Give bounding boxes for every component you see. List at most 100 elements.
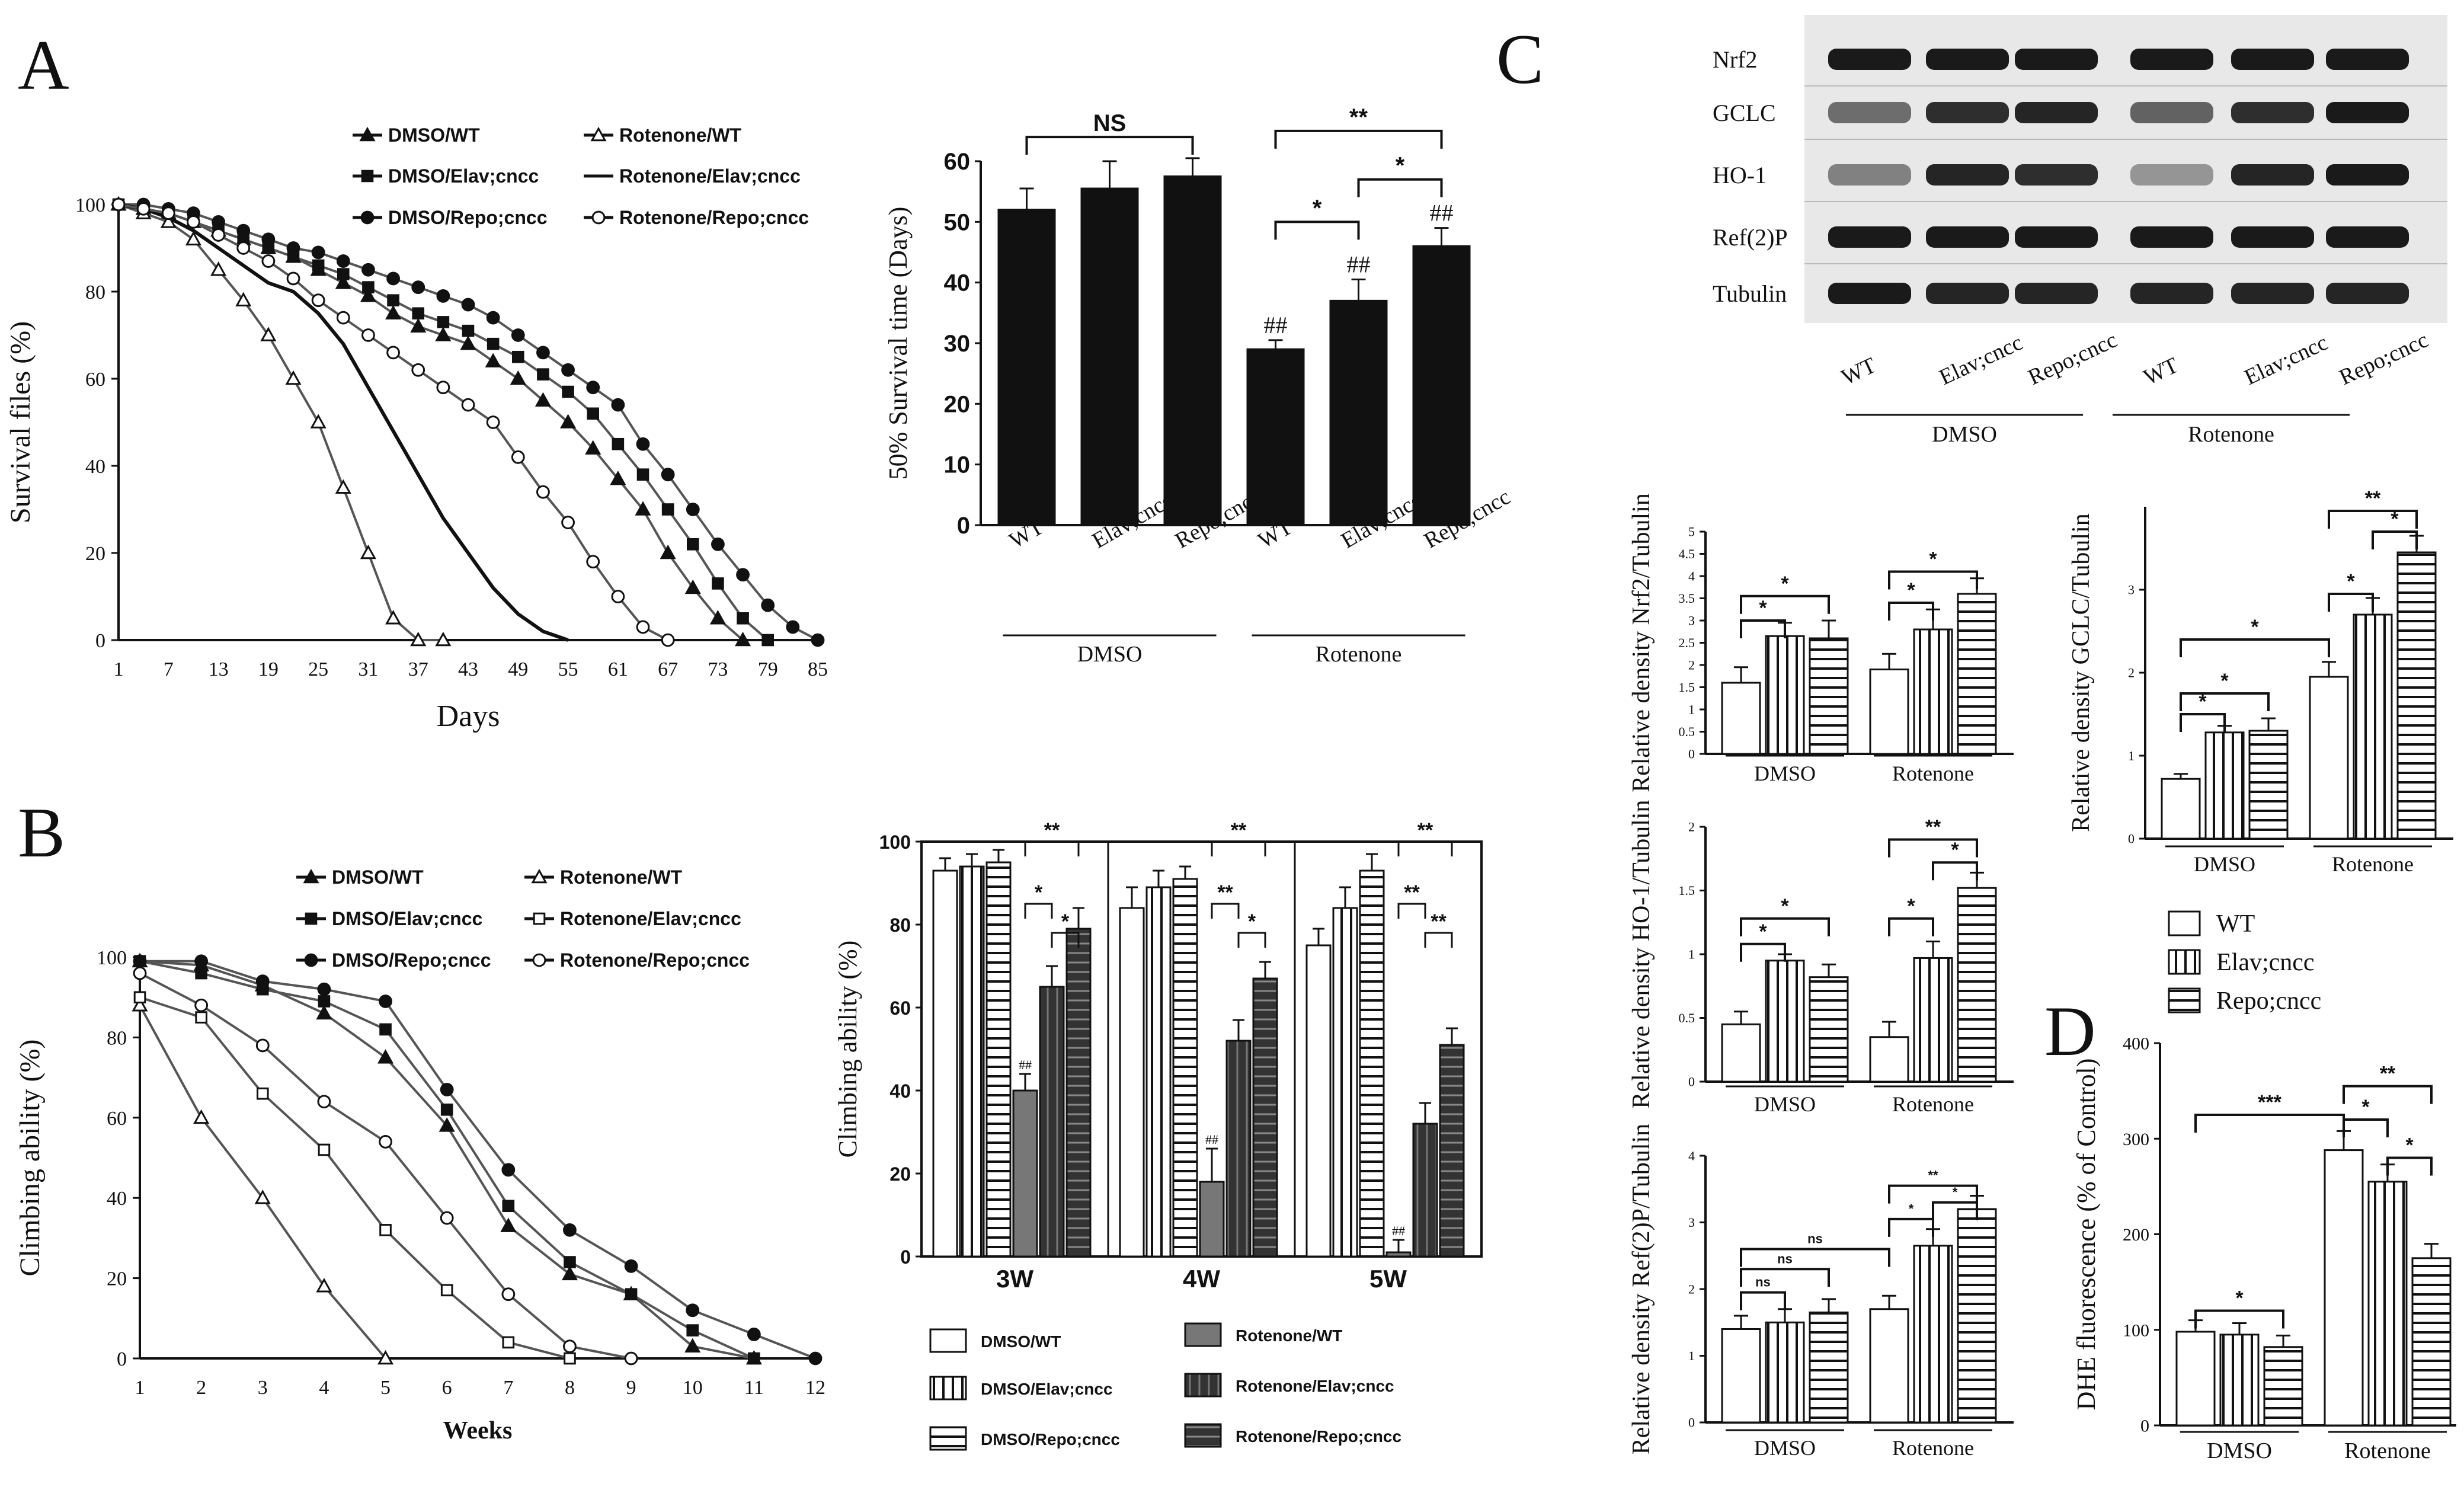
x-tick-label: 79 xyxy=(758,658,778,680)
bar xyxy=(1869,1308,1909,1424)
data-point xyxy=(440,1083,454,1096)
y-tick-label: 60 xyxy=(107,1108,127,1130)
y-axis-title: Survival files (%) xyxy=(5,321,36,523)
data-point xyxy=(437,316,450,328)
significance-bracket xyxy=(1025,136,1194,155)
legend-marker xyxy=(360,210,375,225)
data-point xyxy=(132,997,148,1012)
significance-bracket xyxy=(1740,619,1786,638)
legend-label: Rotenone/WT xyxy=(1236,1326,1342,1345)
bar xyxy=(1172,878,1198,1258)
legend-label: DMSO/WT xyxy=(332,866,424,888)
bar xyxy=(1359,869,1385,1258)
significance-mark: ** xyxy=(1404,881,1420,904)
blot-band xyxy=(1828,226,1911,248)
significance-bracket xyxy=(1740,1248,1890,1267)
x-tick-label: 13 xyxy=(209,658,229,680)
bar xyxy=(2175,1331,2216,1427)
bar xyxy=(1957,887,1997,1083)
bar-hash-label: ## xyxy=(1205,1132,1218,1147)
bar-hash-label: ## xyxy=(1347,251,1371,278)
group-label: DMSO xyxy=(2194,852,2255,876)
significance-bracket xyxy=(1211,903,1240,919)
data-point xyxy=(316,1278,332,1293)
significance-mark: * xyxy=(2251,616,2259,638)
group-label: Rotenone xyxy=(2332,852,2414,876)
significance-mark: ** xyxy=(1349,104,1368,130)
data-point xyxy=(439,1117,455,1132)
series-line xyxy=(118,203,569,642)
y-tick-label: 1 xyxy=(1688,1348,1695,1363)
significance-bracket xyxy=(1357,178,1443,197)
significance-bracket xyxy=(1740,1268,1830,1287)
data-point xyxy=(440,1211,454,1225)
x-tick-label: 43 xyxy=(458,658,478,680)
data-point xyxy=(161,206,175,220)
blot-row-label: GCLC xyxy=(1713,100,1776,126)
data-point xyxy=(761,598,775,612)
bar xyxy=(1809,976,1849,1083)
x-tick-label: 10 xyxy=(683,1377,703,1399)
significance-mark: ** xyxy=(1431,910,1447,933)
y-tick-label: 0 xyxy=(117,1348,127,1370)
bar xyxy=(1119,907,1145,1258)
bar xyxy=(1721,1328,1761,1424)
data-point xyxy=(337,268,350,280)
blot-band xyxy=(2231,49,2314,70)
significance-bracket xyxy=(1397,840,1453,856)
data-point xyxy=(310,414,327,429)
significance-mark: * xyxy=(2347,570,2355,593)
significance-bracket xyxy=(2372,530,2418,549)
data-point xyxy=(586,381,600,395)
bar xyxy=(1765,635,1805,755)
data-point xyxy=(747,1327,761,1341)
significance-mark: ** xyxy=(1044,819,1060,842)
data-point xyxy=(611,398,625,412)
blot-band xyxy=(2231,164,2314,186)
y-tick-label: 0 xyxy=(2140,1417,2149,1436)
group-label: DMSO xyxy=(1754,762,1816,785)
data-point xyxy=(317,1095,331,1109)
y-tick-label: 2 xyxy=(2128,666,2135,680)
y-tick-label: 100 xyxy=(879,832,911,853)
legend-label: Rotenone/Repo;cncc xyxy=(1236,1427,1401,1446)
data-point xyxy=(255,974,270,989)
significance-bracket xyxy=(1397,903,1426,919)
data-point xyxy=(386,346,400,360)
data-point xyxy=(660,544,676,559)
y-tick-label: 20 xyxy=(944,391,971,417)
legend-label: DMSO/Elav;cncc xyxy=(981,1380,1113,1398)
bar xyxy=(997,209,1056,526)
data-point xyxy=(285,370,302,385)
bar xyxy=(1012,1089,1038,1258)
y-tick-label: 0.5 xyxy=(1679,724,1695,739)
x-tick-label: 67 xyxy=(658,658,678,680)
bar xyxy=(1765,1321,1805,1424)
blot-band xyxy=(2231,226,2314,248)
y-tick-label: 2 xyxy=(1688,820,1695,834)
y-tick-label: 20 xyxy=(889,1163,911,1185)
data-point xyxy=(379,1224,392,1236)
data-point xyxy=(560,414,577,429)
legend-marker xyxy=(303,868,319,884)
data-point xyxy=(194,998,209,1012)
y-tick-label: 60 xyxy=(85,369,105,391)
data-point xyxy=(684,579,701,594)
significance-mark: * xyxy=(2235,1287,2244,1310)
y-tick-label: 3 xyxy=(2128,583,2135,597)
significance-bracket xyxy=(1888,917,1934,936)
legend-label: Repo;cncc xyxy=(2216,987,2321,1015)
data-point xyxy=(318,1143,331,1156)
data-point xyxy=(195,967,207,980)
bar xyxy=(2204,731,2245,840)
data-point xyxy=(362,281,375,293)
series-line xyxy=(140,960,816,1360)
data-point xyxy=(440,1103,453,1116)
y-axis-title: Relative density Ref(2)P/Tubulin xyxy=(1628,1124,1655,1454)
bar xyxy=(1225,1040,1252,1258)
data-point xyxy=(235,292,252,306)
data-point xyxy=(377,1049,394,1064)
data-point xyxy=(537,368,549,381)
y-tick-label: 1 xyxy=(2128,749,2135,763)
data-point xyxy=(686,1324,699,1336)
